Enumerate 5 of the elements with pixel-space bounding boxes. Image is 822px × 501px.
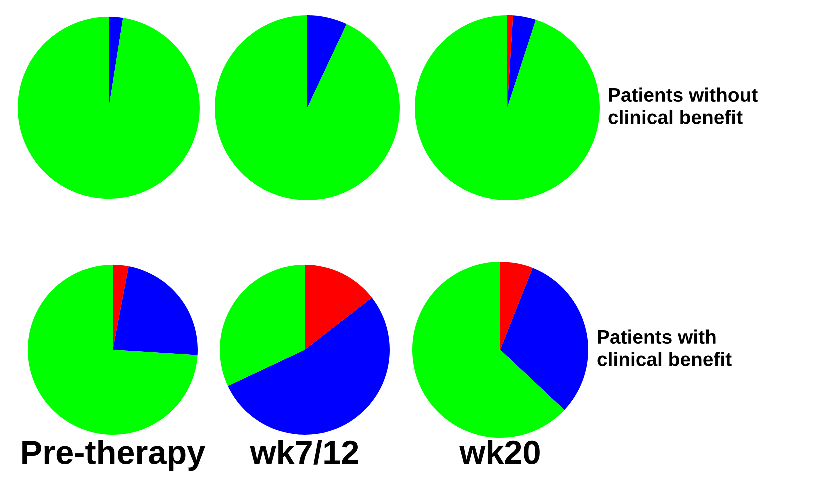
text: wk7/12 xyxy=(250,440,358,465)
text: Patients without clinical benefit xyxy=(608,88,758,124)
text: wk20 xyxy=(460,440,540,464)
text: Pre-therapy xyxy=(22,440,206,472)
text: Patients with clinical benefit xyxy=(598,330,732,366)
